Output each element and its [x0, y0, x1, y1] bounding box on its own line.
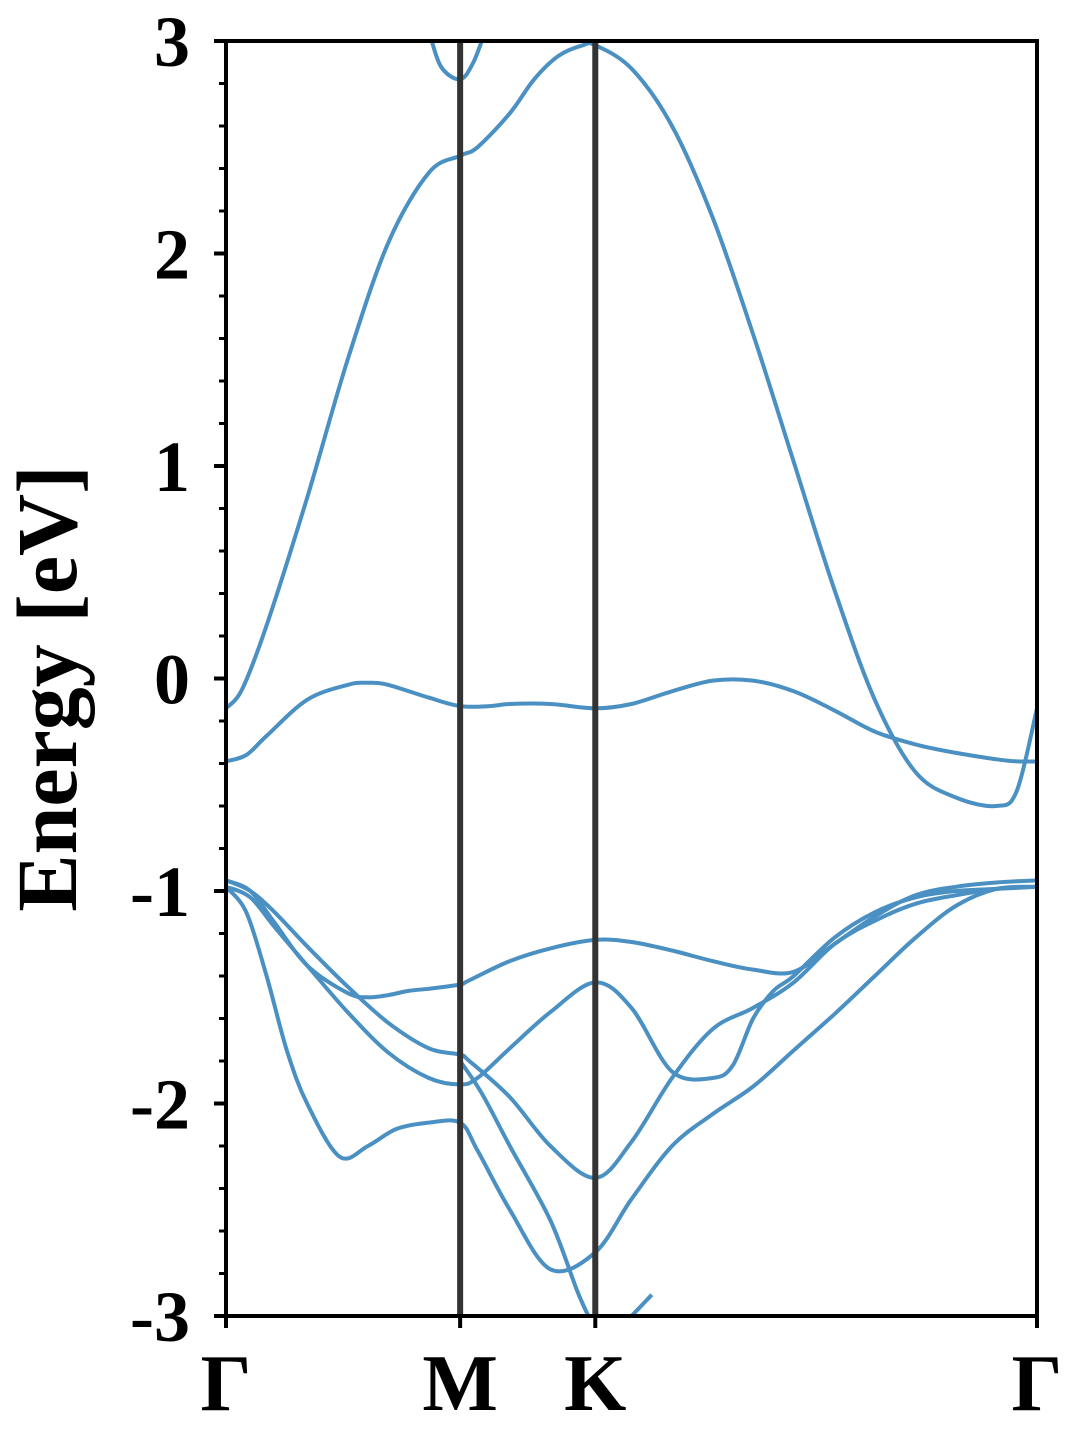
x-tick-label: Γ [1012, 1340, 1063, 1428]
y-tick-label: -2 [130, 1065, 190, 1145]
band-line-8 [458, 1059, 654, 1316]
k-point-separators [457, 41, 599, 1316]
y-axis-label: Energy [eV] [0, 465, 95, 912]
y-tick-label: 3 [154, 2, 190, 82]
y-tick-label: 1 [154, 427, 190, 507]
x-tick-label: K [564, 1340, 626, 1428]
band-line-1 [226, 41, 1037, 809]
band-line-7 [226, 884, 1037, 1274]
band-line-5 [226, 878, 1037, 1180]
plot-frame [224, 39, 1039, 1318]
y-tick-label: 2 [154, 215, 190, 295]
x-tick-label: Γ [201, 1340, 252, 1428]
band-line-6 [226, 884, 1037, 1087]
y-tick-label: -1 [130, 852, 190, 932]
x-tick-label: M [422, 1340, 498, 1428]
band-line-2 [226, 677, 1037, 764]
band-lines [226, 41, 1037, 1316]
y-axis-ticks: 3 2 1 0 -1 -2 -3 [130, 2, 226, 1357]
band-line-4 [226, 878, 1037, 1000]
y-tick-label: 0 [154, 640, 190, 720]
y-tick-label: -3 [130, 1277, 190, 1357]
